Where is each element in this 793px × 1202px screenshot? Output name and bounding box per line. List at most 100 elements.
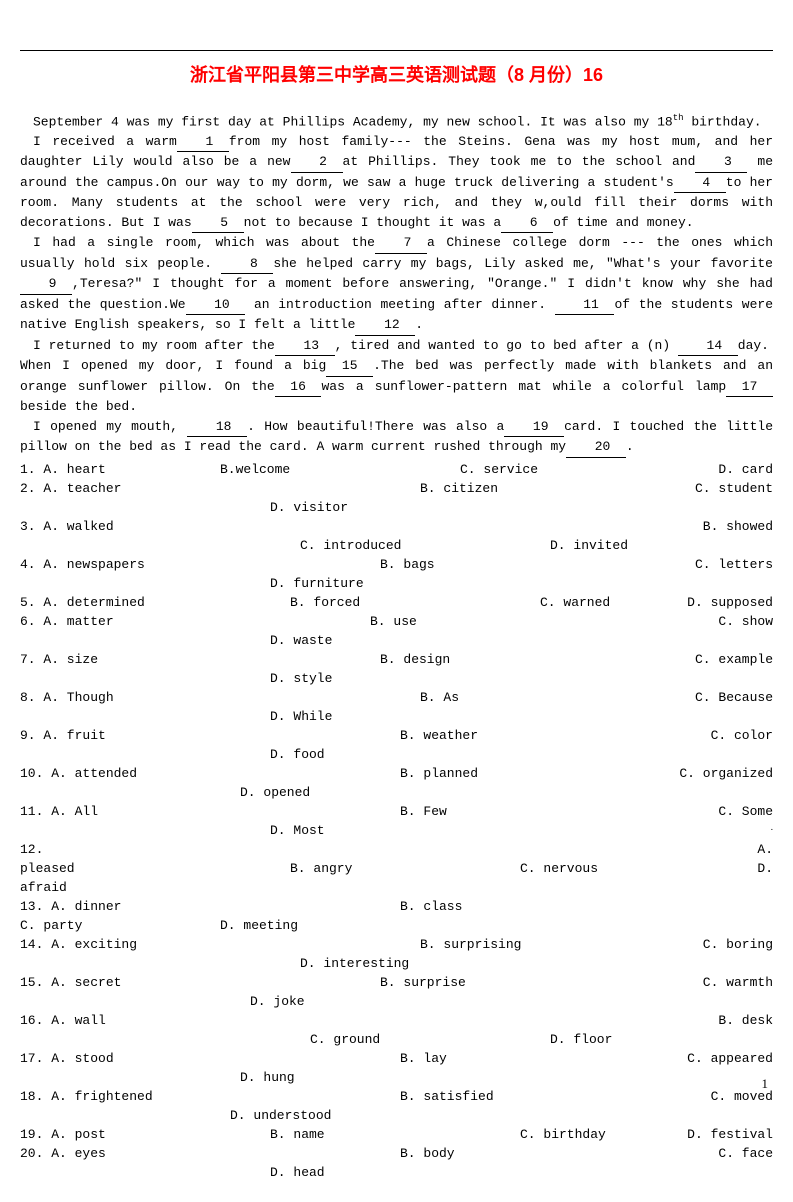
question-line: 20. A. eyesB. bodyC. face [20,1144,773,1163]
option-b: B. lay [400,1049,447,1069]
option-b: B. angry [290,859,352,879]
para-6: I opened my mouth, 18 . How beautiful!Th… [20,417,773,458]
option-d: D. floor [550,1030,612,1050]
option-d: D. opened [240,783,310,803]
option-d: D. understood [230,1106,331,1126]
option-a: 17. A. stood [20,1049,114,1069]
option-a2: pleased [20,859,75,879]
option-a: 10. A. attended [20,764,137,784]
question-line: D. joke [20,992,773,1011]
question-line: D. opened [20,783,773,802]
option-d: D. invited [550,536,628,556]
blank-11: 11 [555,295,615,316]
blank-19: 19 [504,417,564,438]
option-b: B. class [400,897,462,917]
option-num: 12. [20,840,43,860]
option-d: D. head [270,1163,325,1183]
question-line: 9. A. fruitB. weatherC. color [20,726,773,745]
option-d: D. card [718,460,773,480]
option-d: D. While [270,707,332,727]
option-c: C. color [711,726,773,746]
blank-13: 13 [275,336,335,357]
blank-17: 17 [726,377,773,398]
question-line: 5. A. determinedB. forcedC. warnedD. sup… [20,593,773,612]
questions-block: 1. A. heartB.welcomeC. serviceD. card2. … [20,460,773,1182]
option-a: 20. A. eyes [20,1144,106,1164]
p3e: an introduction meeting after dinner. [245,297,554,312]
p3g: . [415,317,423,332]
p5d: beside the bed. [20,399,137,414]
question-line: 1. A. heartB.welcomeC. serviceD. card [20,460,773,479]
question-line: 18. A. frightenedB. satisfiedC. moved [20,1087,773,1106]
question-line: D. Most [20,821,773,840]
question-line: 4. A. newspapersB. bagsC. letters [20,555,773,574]
option-c: C. nervous [520,859,598,879]
option-b: B. name [270,1125,325,1145]
option-c: C. introduced [300,536,401,556]
option-c: C. birthday [520,1125,606,1145]
option-c: C. ground [310,1030,380,1050]
question-line: D. interesting [20,954,773,973]
decorative-dot: . [771,822,773,832]
option-d: D. joke [250,992,305,1012]
blank-4: 4 [674,173,726,194]
option-d2: afraid [20,878,67,898]
option-c: C. warmth [703,973,773,993]
question-line: 17. A. stood B. lay C. appeared [20,1049,773,1068]
passage-text: September 4 was my first day at Phillips… [20,112,773,458]
option-d: D. festival [687,1125,773,1145]
option-c: C. appeared [687,1049,773,1069]
p5c: was a sunflower-pattern mat while a colo… [321,379,726,394]
question-line: D. hung [20,1068,773,1087]
option-d: D. supposed [687,593,773,613]
option-c: C. student [695,479,773,499]
option-a: 15. A. secret [20,973,121,993]
option-c: C. show [718,612,773,632]
option-b: B. Few [400,802,447,822]
option-d: D. visitor [270,498,348,518]
p6b: . How beautiful!There was also a [247,419,504,434]
option-b: B. surprise [380,973,466,993]
option-d1: D. [757,859,773,879]
para-2: I received a warm 1 from my host family-… [20,132,773,234]
blank-6: 6 [501,213,553,234]
p5a: When I opened my door, I found a big [20,358,326,373]
option-a: 9. A. fruit [20,726,106,746]
option-d: D. waste [270,631,332,651]
option-a: 14. A. exciting [20,935,137,955]
question-line: D. furniture [20,574,773,593]
option-b: B. showed [703,517,773,537]
blank-7: 7 [375,233,427,254]
option-b: B. desk [718,1011,773,1031]
question-line: 2. A. teacherB. citizenC. student [20,479,773,498]
page-number: 1 [762,1076,769,1092]
blank-20: 20 [566,437,626,458]
p2a: I received a warm [33,134,177,149]
blank-10: 10 [186,295,246,316]
p6d: . [626,439,634,454]
p4a: I returned to my room after the [33,338,275,353]
question-line: 19. A. post B. name C. birthday D. festival [20,1125,773,1144]
p1-end: birthday. [684,114,762,129]
question-line: D. While [20,707,773,726]
page-container: 浙江省平阳县第三中学高三英语测试题（8 月份）16 September 4 wa… [0,0,793,1202]
question-line: 15. A. secret B. surprise C. warmth [20,973,773,992]
para-3: I had a single room, which was about the… [20,233,773,336]
option-a: 19. A. post [20,1125,106,1145]
option-b: B. As [420,688,459,708]
option-c: C. organized [679,764,773,784]
p4c: day. [738,338,769,353]
option-a: 16. A. wall [20,1011,106,1031]
p3a: I had a single room, which was about the [33,235,375,250]
blank-12: 12 [355,315,415,336]
option-a: 18. A. frightened [20,1087,153,1107]
para-4: I returned to my room after the 13 , tir… [20,336,773,357]
question-line: 14. A. excitingB. surprisingC. boring [20,935,773,954]
question-line: 8. A. ThoughB. AsC. Because [20,688,773,707]
blank-18: 18 [187,417,247,438]
option-a: 3. A. walked [20,517,114,537]
blank-9: 9 [20,274,72,295]
question-line: 7. A. sizeB. designC. example [20,650,773,669]
option-b: B. citizen [420,479,498,499]
option-d: D. food [270,745,325,765]
